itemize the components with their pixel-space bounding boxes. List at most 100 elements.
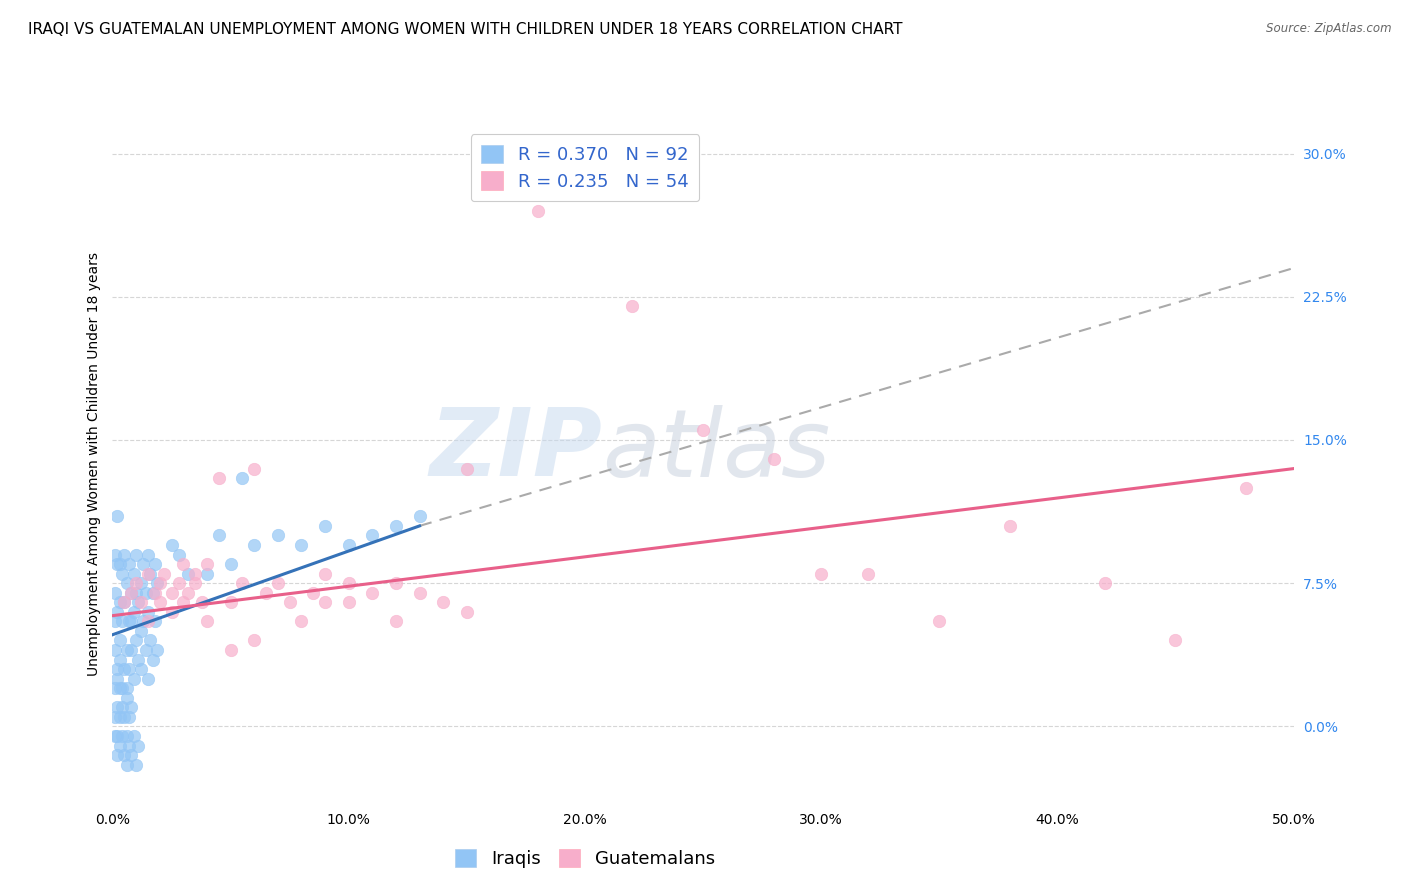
Point: [143, 586, 166, 600]
Point: [219, 557, 242, 571]
Point: [118, 739, 141, 753]
Point: [127, 595, 149, 609]
Point: [385, 519, 408, 533]
Point: [136, 566, 159, 581]
Point: [195, 557, 218, 571]
Point: [111, 681, 134, 696]
Point: [928, 615, 950, 629]
Point: [143, 557, 166, 571]
Point: [120, 700, 142, 714]
Point: [456, 605, 478, 619]
Point: [120, 643, 142, 657]
Point: [104, 681, 127, 696]
Point: [125, 548, 148, 562]
Point: [112, 548, 135, 562]
Point: [208, 528, 231, 542]
Point: [160, 538, 183, 552]
Point: [267, 576, 290, 591]
Point: [135, 586, 157, 600]
Point: [108, 595, 131, 609]
Point: [208, 471, 231, 485]
Point: [1164, 633, 1187, 648]
Point: [621, 299, 644, 313]
Point: [115, 690, 138, 705]
Legend: Iraqis, Guatemalans: Iraqis, Guatemalans: [447, 841, 723, 875]
Point: [115, 729, 138, 743]
Point: [108, 739, 131, 753]
Point: [408, 509, 430, 524]
Point: [112, 662, 135, 676]
Point: [456, 461, 478, 475]
Point: [115, 576, 138, 591]
Point: [112, 710, 135, 724]
Point: [105, 747, 128, 762]
Point: [136, 548, 159, 562]
Point: [108, 652, 131, 666]
Point: [108, 681, 131, 696]
Point: [108, 710, 131, 724]
Point: [105, 729, 128, 743]
Point: [167, 576, 190, 591]
Point: [290, 615, 312, 629]
Point: [195, 615, 218, 629]
Point: [231, 471, 253, 485]
Point: [120, 615, 142, 629]
Point: [111, 729, 134, 743]
Point: [129, 576, 152, 591]
Point: [184, 566, 207, 581]
Point: [337, 538, 360, 552]
Point: [118, 557, 141, 571]
Point: [111, 700, 134, 714]
Point: [858, 566, 880, 581]
Text: Source: ZipAtlas.com: Source: ZipAtlas.com: [1267, 22, 1392, 36]
Point: [243, 538, 266, 552]
Point: [118, 615, 141, 629]
Point: [408, 586, 430, 600]
Point: [231, 576, 253, 591]
Point: [385, 615, 408, 629]
Point: [160, 605, 183, 619]
Point: [108, 557, 131, 571]
Point: [132, 557, 155, 571]
Point: [361, 528, 384, 542]
Point: [290, 538, 312, 552]
Point: [143, 615, 166, 629]
Point: [177, 566, 200, 581]
Point: [135, 643, 157, 657]
Point: [125, 586, 148, 600]
Point: [105, 605, 128, 619]
Point: [172, 595, 194, 609]
Text: IRAQI VS GUATEMALAN UNEMPLOYMENT AMONG WOMEN WITH CHILDREN UNDER 18 YEARS CORREL: IRAQI VS GUATEMALAN UNEMPLOYMENT AMONG W…: [28, 22, 903, 37]
Point: [810, 566, 832, 581]
Point: [267, 528, 290, 542]
Point: [1094, 576, 1116, 591]
Point: [122, 566, 145, 581]
Text: atlas: atlas: [603, 405, 831, 496]
Point: [112, 595, 135, 609]
Point: [136, 615, 159, 629]
Point: [337, 576, 360, 591]
Point: [149, 576, 172, 591]
Point: [195, 566, 218, 581]
Point: [191, 595, 214, 609]
Y-axis label: Unemployment Among Women with Children Under 18 years: Unemployment Among Women with Children U…: [87, 252, 101, 676]
Point: [136, 605, 159, 619]
Point: [122, 729, 145, 743]
Point: [160, 586, 183, 600]
Point: [127, 652, 149, 666]
Point: [146, 576, 169, 591]
Point: [104, 615, 127, 629]
Point: [105, 509, 128, 524]
Point: [132, 615, 155, 629]
Point: [998, 519, 1021, 533]
Point: [243, 633, 266, 648]
Point: [115, 681, 138, 696]
Point: [337, 595, 360, 609]
Point: [105, 557, 128, 571]
Point: [118, 710, 141, 724]
Point: [172, 557, 194, 571]
Point: [432, 595, 454, 609]
Point: [112, 747, 135, 762]
Point: [111, 566, 134, 581]
Point: [104, 548, 127, 562]
